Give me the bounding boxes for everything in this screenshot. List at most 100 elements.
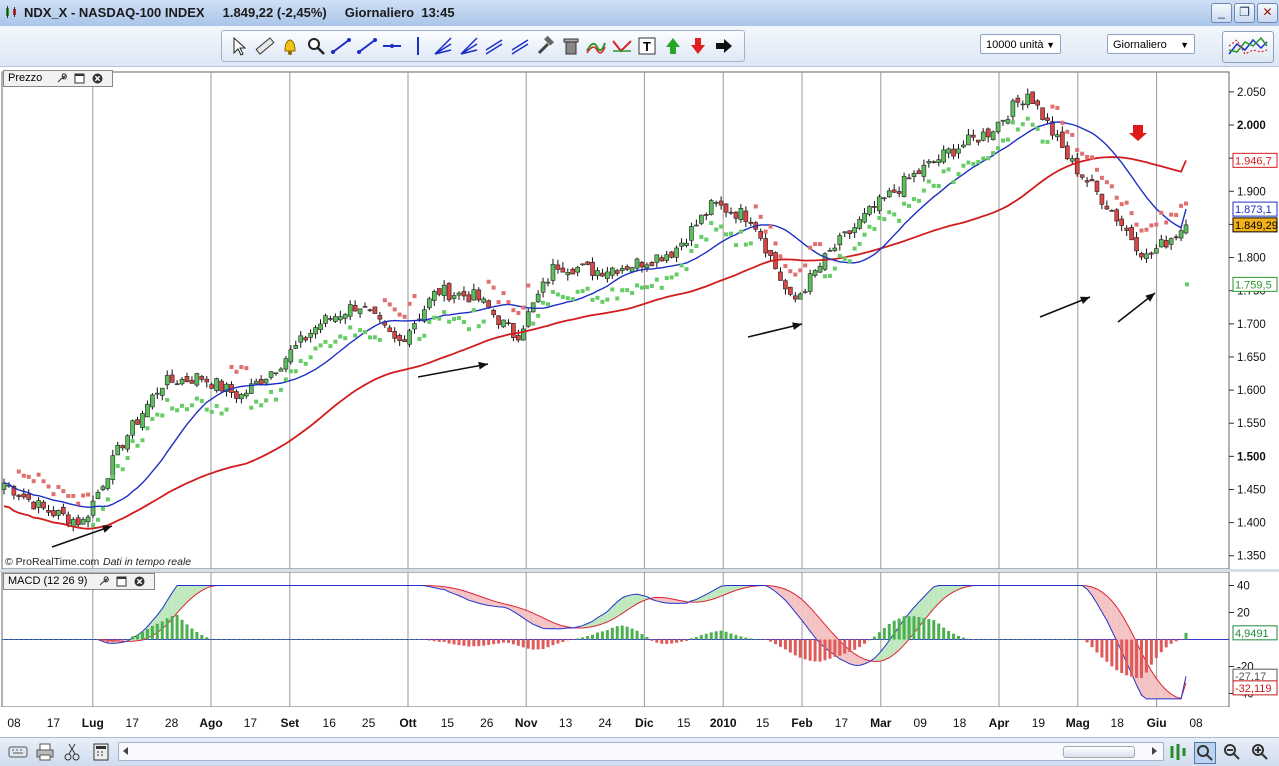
sar-dot — [684, 267, 688, 271]
fibonacci-fan-icon[interactable] — [432, 35, 454, 57]
macd-histogram-bar — [161, 621, 164, 639]
candle-body — [121, 445, 125, 447]
scroll-right-icon[interactable] — [1150, 745, 1160, 757]
sar-dot — [71, 494, 75, 498]
sar-dot — [155, 413, 159, 417]
sar-dot — [610, 287, 614, 291]
pattern-icon[interactable] — [611, 35, 633, 57]
macd-histogram-bar — [542, 640, 545, 650]
moving-average-icon[interactable] — [585, 35, 607, 57]
ruler-icon[interactable] — [254, 35, 276, 57]
hammer-icon[interactable] — [534, 35, 556, 57]
restore-button[interactable]: ❐ — [1234, 3, 1255, 23]
sar-dot — [1179, 204, 1183, 208]
candle-body — [497, 316, 501, 325]
arrow-up-green-icon[interactable] — [662, 35, 684, 57]
horizontal-scrollbar[interactable] — [118, 742, 1164, 761]
zoom-cursor-icon[interactable] — [305, 35, 327, 57]
macd-histogram-bar — [477, 640, 480, 647]
sar-dot — [600, 300, 604, 304]
macd-histogram-bar — [1185, 633, 1188, 640]
sar-dot — [739, 230, 743, 234]
x-tick-label: Dic — [635, 716, 654, 730]
wrench-icon[interactable] — [98, 576, 109, 587]
sar-dot — [225, 408, 229, 412]
window-icon[interactable] — [116, 576, 127, 587]
price-pane-frame — [2, 72, 1229, 569]
candle-body — [1184, 225, 1188, 233]
cursor-icon[interactable] — [228, 35, 250, 57]
units-select[interactable]: 10000 unità▼ — [980, 34, 1061, 54]
keyboard-icon[interactable] — [8, 742, 28, 762]
arrow-right-black-icon[interactable] — [713, 35, 735, 57]
zoom-fit-icon[interactable] — [1194, 742, 1216, 764]
candle-body — [343, 315, 347, 319]
macd-histogram-bar — [329, 640, 332, 641]
candle-body — [101, 487, 105, 490]
parallel-lines-icon[interactable] — [509, 35, 531, 57]
candle-body — [531, 303, 535, 312]
close-pane-icon[interactable] — [134, 576, 145, 587]
sar-dot — [823, 274, 827, 278]
trash-icon[interactable] — [560, 35, 582, 57]
macd-histogram-bar — [22, 640, 25, 641]
period-select[interactable]: Giornaliero▼ — [1107, 34, 1195, 54]
candle-body — [492, 310, 496, 315]
sar-dot — [1095, 168, 1099, 172]
print-icon[interactable] — [35, 742, 55, 762]
sar-dot — [551, 290, 555, 294]
candle-body — [378, 315, 382, 319]
candle-body — [971, 135, 975, 137]
wrench-icon[interactable] — [56, 73, 67, 84]
alarm-bell-icon[interactable] — [279, 35, 301, 57]
macd-histogram-bar — [289, 640, 292, 641]
y-tick-label: 1.700 — [1237, 319, 1266, 331]
close-pane-icon[interactable] — [92, 73, 103, 84]
sar-dot — [353, 334, 357, 338]
macd-histogram-bar — [927, 619, 930, 640]
vertical-line-icon[interactable] — [407, 35, 429, 57]
text-tool-icon[interactable]: T — [636, 35, 658, 57]
trendline-icon[interactable] — [330, 35, 352, 57]
sar-dot — [531, 322, 535, 326]
zoom-out-icon[interactable] — [1222, 742, 1242, 762]
minimize-button[interactable]: _ — [1211, 3, 1232, 23]
bar-width-icon[interactable] — [1168, 742, 1188, 762]
tool-group: T — [221, 30, 745, 62]
arrow-down-red-icon[interactable] — [687, 35, 709, 57]
x-tick-label: Ott — [399, 716, 416, 730]
window-icon[interactable] — [74, 73, 85, 84]
sar-dot — [971, 162, 975, 166]
macd-histogram-bar — [581, 637, 584, 639]
candle-body — [1179, 231, 1183, 238]
candle-body — [645, 265, 649, 268]
horizontal-line-icon[interactable] — [381, 35, 403, 57]
y-tick-label: 1.350 — [1237, 551, 1266, 563]
macd-histogram-bar — [977, 640, 980, 641]
macd-histogram-bar — [467, 640, 470, 647]
sar-dot — [699, 235, 703, 239]
scroll-left-icon[interactable] — [120, 745, 130, 757]
zoom-in-icon[interactable] — [1250, 742, 1270, 762]
candle-body — [86, 517, 90, 522]
scrollbar-thumb[interactable] — [1063, 746, 1135, 758]
sar-dot — [472, 308, 476, 312]
macd-histogram-bar — [1115, 640, 1118, 671]
cursor-icon-glyph — [228, 35, 250, 57]
candle-body — [136, 420, 140, 425]
ray-icon[interactable] — [356, 35, 378, 57]
calculator-icon[interactable] — [91, 742, 111, 762]
candle-body — [942, 150, 946, 162]
macd-histogram-bar — [665, 640, 668, 644]
y-tick-label: 1.500 — [1237, 451, 1266, 463]
channel-icon[interactable] — [483, 35, 505, 57]
fibonacci-retracement-icon[interactable] — [458, 35, 480, 57]
sar-dot — [1046, 140, 1050, 144]
chart-settings-button[interactable] — [1222, 31, 1274, 63]
scissors-icon[interactable] — [62, 742, 82, 762]
sar-dot — [101, 507, 105, 511]
close-button[interactable]: ✕ — [1257, 3, 1278, 23]
sar-dot — [1154, 223, 1158, 227]
candle-body — [215, 379, 219, 391]
